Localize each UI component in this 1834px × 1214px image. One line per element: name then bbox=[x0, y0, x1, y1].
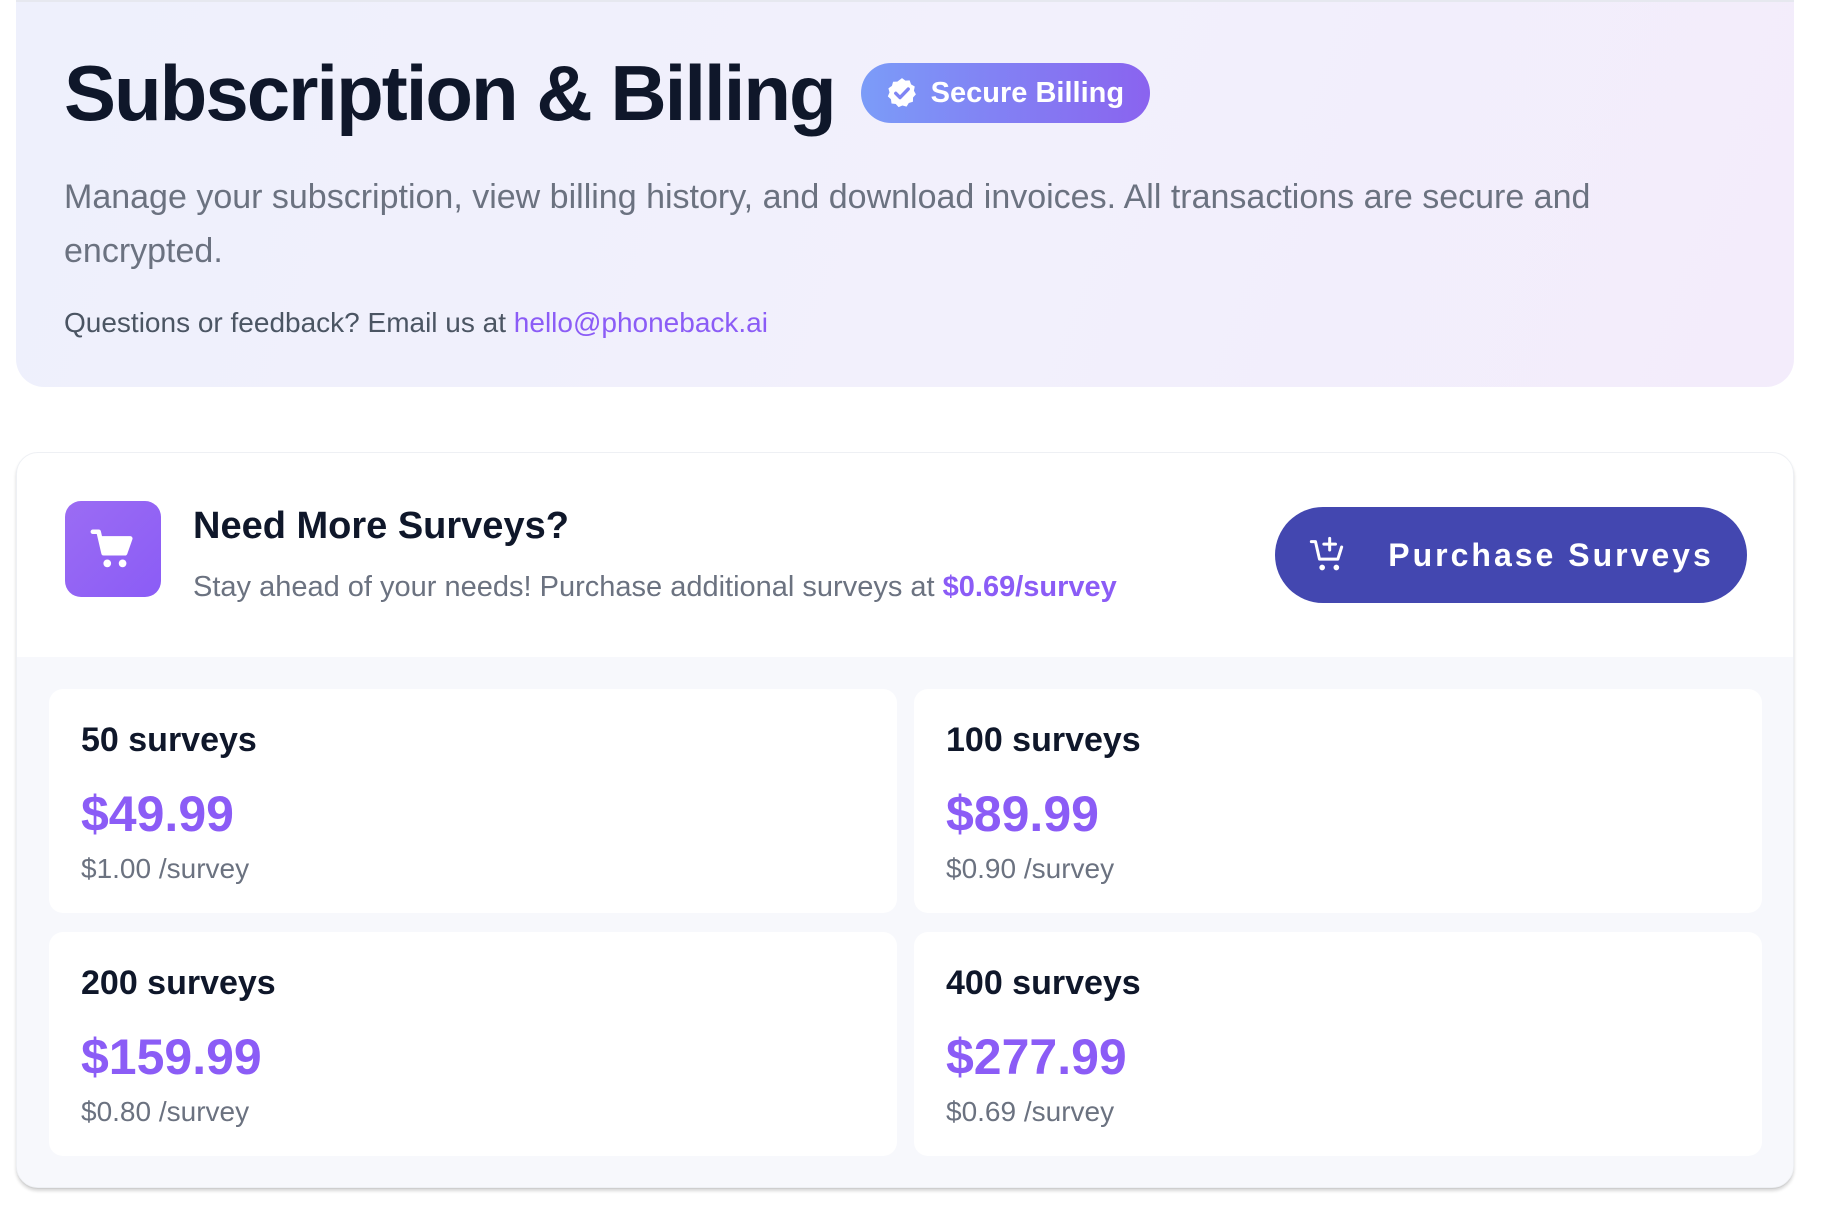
package-quantity: 100 surveys bbox=[946, 721, 1141, 759]
need-more-surveys-card: Need More Surveys? Stay ahead of your ne… bbox=[16, 452, 1794, 1188]
secure-billing-badge: Secure Billing bbox=[860, 63, 1151, 123]
title-row: Subscription & Billing Secure Billing bbox=[64, 46, 1151, 140]
promo-text-prefix: Stay ahead of your needs! Purchase addit… bbox=[193, 571, 943, 603]
package-unit-price: $0.90 /survey bbox=[946, 853, 1115, 884]
billing-header: Subscription & Billing Secure Billing Ma… bbox=[16, 0, 1794, 387]
package-quantity: 400 surveys bbox=[946, 964, 1141, 1002]
package-card-50[interactable]: 50 surveys $49.99 $1.00 /survey bbox=[49, 689, 897, 913]
package-unit-price: $0.69 /survey bbox=[946, 1096, 1115, 1127]
page-description: Manage your subscription, view billing h… bbox=[64, 178, 1591, 270]
package-unit-price: $0.80 /survey bbox=[81, 1096, 250, 1127]
secure-billing-label: Secure Billing bbox=[930, 76, 1125, 109]
promo-text: Stay ahead of your needs! Purchase addit… bbox=[193, 571, 1117, 604]
cart-tile bbox=[65, 501, 161, 597]
survey-packages: 50 surveys $49.99 $1.00 /survey 100 surv… bbox=[17, 657, 1793, 1187]
package-price: $277.99 bbox=[946, 1029, 1127, 1085]
package-quantity: 50 surveys bbox=[81, 721, 257, 759]
purchase-surveys-button[interactable]: Purchase Surveys bbox=[1275, 507, 1747, 603]
shopping-cart-icon bbox=[90, 529, 133, 568]
package-quantity: 200 surveys bbox=[81, 964, 276, 1002]
package-card-200[interactable]: 200 surveys $159.99 $0.80 /survey bbox=[49, 932, 897, 1156]
contact-prefix: Questions or feedback? Email us at bbox=[64, 307, 514, 338]
verified-check-icon bbox=[887, 78, 916, 108]
package-price: $89.99 bbox=[946, 786, 1099, 842]
package-unit-price: $1.00 /survey bbox=[81, 853, 250, 884]
package-card-400[interactable]: 400 surveys $277.99 $0.69 /survey bbox=[914, 932, 1762, 1156]
cart-add-icon bbox=[1310, 536, 1344, 571]
package-price: $159.99 bbox=[81, 1029, 262, 1085]
purchase-surveys-label: Purchase Surveys bbox=[1388, 536, 1714, 573]
contact-email-link[interactable]: hello@phoneback.ai bbox=[513, 307, 768, 338]
package-price: $49.99 bbox=[81, 786, 234, 842]
page-title: Subscription & Billing bbox=[64, 49, 837, 137]
package-card-100[interactable]: 100 surveys $89.99 $0.90 /survey bbox=[914, 689, 1762, 913]
promo-rate: $0.69/survey bbox=[942, 571, 1117, 603]
promo-title: Need More Surveys? bbox=[193, 505, 569, 547]
contact-line: Questions or feedback? Email us at hello… bbox=[64, 307, 768, 339]
